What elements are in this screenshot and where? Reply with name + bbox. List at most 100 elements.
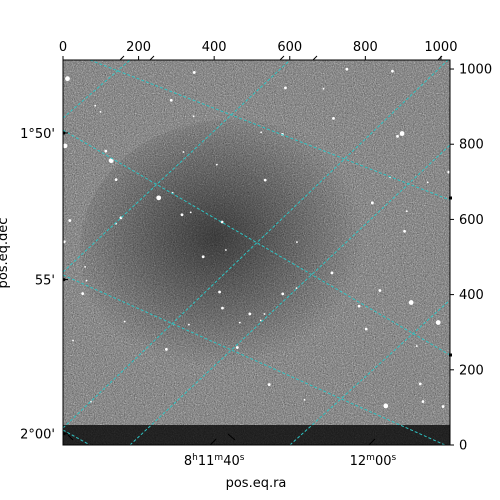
star-point (332, 116, 335, 120)
dec-tick-dot (62, 432, 66, 436)
star-point (296, 241, 298, 243)
star-point (169, 98, 173, 102)
star-point (99, 110, 102, 113)
top-tick-label: 600 (277, 40, 302, 55)
star-point (65, 76, 70, 82)
top-grid-tick (279, 55, 285, 61)
star-point (370, 201, 374, 205)
star-point (399, 131, 405, 136)
right-tick-label: 200 (459, 363, 484, 378)
star-point (235, 346, 239, 349)
ra-minor-tick (67, 434, 74, 441)
dec-tick-label: 1°50' (20, 127, 55, 142)
star-point (405, 210, 408, 213)
star-point (284, 86, 287, 90)
grid-line (63, 60, 291, 273)
star-point (165, 347, 168, 351)
star-point (114, 178, 118, 182)
star-point (189, 211, 192, 214)
star-point (180, 213, 184, 217)
star-point (84, 266, 86, 268)
right-tick-label: 0 (459, 439, 467, 454)
star-point (201, 255, 205, 259)
top-grid-tick (119, 55, 125, 61)
ra-tick-label: 12m00s (350, 453, 397, 469)
star-point (403, 229, 406, 233)
star-point (63, 240, 66, 244)
y-axis-label: pos.eq.dec (0, 218, 11, 289)
top-tick-label: 1000 (424, 40, 457, 55)
star-point (447, 170, 450, 174)
star-point (72, 339, 74, 342)
ra-tick-mark (209, 438, 217, 446)
stars-layer (63, 67, 450, 409)
dec-tick-dot (62, 131, 66, 135)
star-point (260, 131, 263, 134)
star-point (263, 313, 266, 315)
star-point (68, 219, 72, 222)
star-point (408, 300, 414, 305)
star-point (224, 249, 227, 251)
star-point (238, 321, 241, 324)
star-point (421, 400, 425, 403)
top-tick-label: 800 (353, 40, 378, 55)
star-point (215, 163, 218, 166)
top-tick-label: 0 (59, 40, 67, 55)
plot-frame (62, 59, 451, 446)
x-axis-label: pos.eq.ra (226, 476, 287, 491)
grid-line (63, 60, 449, 429)
image-panel (63, 60, 450, 445)
right-grid-marker (449, 196, 452, 200)
star-point (218, 290, 221, 294)
star-point (81, 292, 85, 295)
grid-line (89, 60, 450, 201)
star-point (295, 287, 298, 290)
star-point (378, 289, 382, 292)
right-pixel-axis: 0 200 400 600 800 1000 (449, 63, 492, 454)
star-point (303, 398, 306, 401)
top-grid-tick (149, 55, 155, 61)
star-point (391, 69, 394, 73)
top-tick-label: 400 (202, 40, 227, 55)
star-point (322, 87, 325, 90)
star-point (259, 319, 262, 322)
star-point (267, 383, 271, 386)
right-grid-marker (449, 353, 452, 357)
ra-tick-label: 8h11m40s (184, 453, 245, 469)
right-tick-label: 1000 (459, 63, 492, 78)
star-point (156, 195, 162, 201)
right-tick-label: 400 (459, 288, 484, 303)
star-point (104, 149, 108, 153)
top-pixel-axis: 0 200 400 600 800 1000 (59, 40, 457, 61)
star-point (383, 403, 389, 409)
bottom-dark-band (63, 425, 450, 445)
star-point (364, 327, 368, 331)
grid-line (63, 429, 91, 445)
star-point (220, 220, 224, 224)
top-grid-tick (437, 55, 443, 61)
coordinate-grid (63, 60, 450, 445)
star-point (85, 279, 88, 282)
ra-tick-mark (368, 438, 376, 446)
star-point (94, 104, 97, 107)
star-point (263, 178, 267, 182)
dec-tick-label: 2°00' (20, 428, 55, 443)
bottom-ra-axis: 8h11m40s 12m00s (67, 433, 397, 469)
star-point (441, 405, 445, 408)
star-point (435, 320, 441, 325)
ra-minor-tick (227, 433, 236, 441)
star-point (221, 306, 224, 310)
grid-line (129, 144, 450, 445)
right-tick-label: 800 (459, 138, 484, 153)
star-point (248, 312, 252, 316)
star-point (281, 292, 285, 296)
top-tick-label: 200 (126, 40, 151, 55)
star-point (108, 158, 114, 164)
star-point (357, 304, 361, 308)
star-point (182, 151, 185, 153)
star-point (418, 382, 422, 386)
star-point (63, 143, 68, 149)
left-dec-axis: 1°50' 55' 2°00' (20, 127, 68, 443)
top-grid-tick (312, 55, 318, 61)
